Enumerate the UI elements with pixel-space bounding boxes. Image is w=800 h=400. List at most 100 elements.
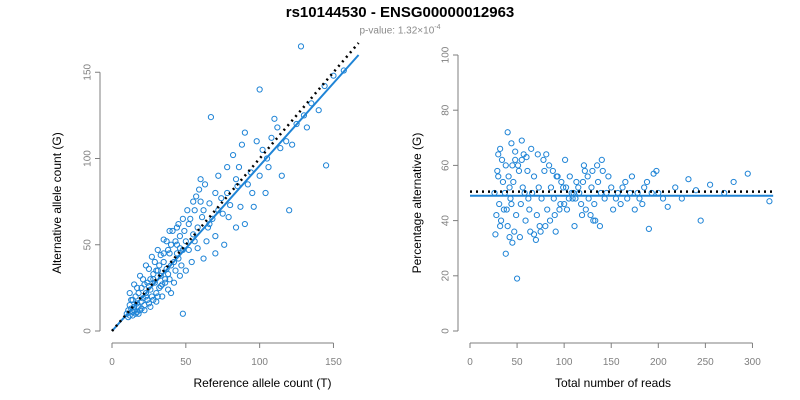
- data-point: [510, 178, 517, 186]
- data-point: [571, 223, 578, 230]
- data-point: [497, 217, 505, 224]
- data-point: [212, 233, 219, 240]
- data-point: [547, 184, 555, 191]
- data-point: [166, 227, 173, 235]
- data-point: [193, 193, 200, 200]
- data-point: [605, 173, 612, 180]
- data-point: [516, 234, 524, 241]
- data-point: [166, 250, 173, 257]
- data-point: [528, 145, 535, 152]
- data-point: [249, 189, 256, 197]
- data-point: [179, 215, 186, 222]
- data-point: [610, 206, 617, 213]
- data-point: [157, 272, 164, 279]
- data-point: [697, 217, 704, 224]
- data-point: [169, 227, 176, 235]
- x-axis-title: Total number of reads: [555, 376, 671, 390]
- data-point: [530, 231, 538, 238]
- data-point: [545, 162, 553, 169]
- data-point: [181, 227, 188, 235]
- data-point: [535, 184, 542, 191]
- data-point: [664, 203, 671, 210]
- x-tick-label: 300: [744, 357, 761, 368]
- data-point: [256, 86, 263, 93]
- data-point: [147, 303, 154, 310]
- data-point: [315, 107, 322, 114]
- data-point: [157, 283, 164, 290]
- data-point: [518, 156, 525, 163]
- data-point: [262, 189, 269, 197]
- data-point: [608, 184, 615, 191]
- data-point: [187, 215, 194, 222]
- data-point: [138, 305, 145, 312]
- data-point: [147, 276, 154, 283]
- data-point: [581, 167, 588, 175]
- data-point: [557, 200, 564, 208]
- scatter-panel-percentage: 0 50 100 150 200 250 300 0 20 40 60 80 100 Total numb…: [410, 46, 774, 390]
- y-tick-label: 50: [83, 239, 94, 251]
- x-tick-label: 50: [512, 357, 524, 368]
- data-point: [522, 217, 529, 224]
- data-point: [159, 293, 166, 300]
- data-point: [598, 156, 605, 163]
- data-point: [221, 241, 228, 248]
- data-point: [207, 114, 215, 121]
- data-point: [508, 140, 515, 147]
- data-point: [286, 207, 293, 214]
- data-point: [579, 178, 587, 186]
- x-tick-label: 200: [650, 357, 667, 368]
- data-point: [561, 200, 568, 208]
- data-point: [536, 223, 543, 230]
- data-point: [580, 162, 588, 169]
- data-point: [504, 129, 511, 136]
- x-tick-label: 150: [325, 357, 342, 368]
- data-point: [628, 173, 636, 180]
- data-point: [508, 200, 515, 208]
- data-point: [200, 207, 207, 214]
- data-point: [165, 246, 172, 254]
- data-point: [135, 310, 142, 317]
- data-point: [215, 172, 222, 179]
- data-point: [513, 211, 520, 219]
- data-point: [237, 203, 244, 210]
- data-point: [575, 184, 582, 191]
- data-point: [201, 181, 209, 188]
- data-point: [543, 151, 550, 158]
- data-point: [513, 275, 521, 282]
- data-point: [672, 184, 679, 191]
- data-point: [209, 215, 216, 222]
- data-point: [532, 236, 540, 244]
- data-point: [500, 206, 507, 213]
- data-point: [582, 206, 589, 213]
- y-tick-label: 0: [441, 328, 452, 334]
- reference-line: [111, 42, 360, 332]
- data-point: [196, 186, 203, 193]
- data-point: [176, 272, 184, 279]
- data-point: [139, 276, 147, 283]
- chart-title: rs10144530 - ENSG00000012963: [285, 4, 515, 21]
- data-point: [506, 184, 513, 191]
- data-point: [562, 184, 570, 191]
- data-point: [322, 162, 330, 169]
- data-point: [340, 67, 347, 74]
- data-point: [238, 141, 246, 148]
- data-point: [591, 200, 598, 208]
- data-point: [503, 206, 510, 213]
- data-point: [175, 220, 182, 228]
- data-point: [135, 289, 142, 297]
- data-point: [259, 146, 266, 153]
- data-point: [190, 198, 197, 205]
- y-tick-label: 100: [441, 46, 452, 63]
- data-point: [200, 255, 207, 262]
- data-point: [556, 206, 563, 213]
- data-point: [300, 112, 308, 119]
- data-point: [541, 167, 548, 175]
- data-point: [596, 223, 604, 230]
- data-point: [619, 184, 626, 191]
- data-point: [308, 100, 315, 107]
- data-point: [194, 245, 201, 252]
- data-point: [506, 234, 513, 241]
- data-point: [212, 189, 219, 197]
- data-point: [631, 206, 638, 213]
- data-point: [182, 267, 189, 274]
